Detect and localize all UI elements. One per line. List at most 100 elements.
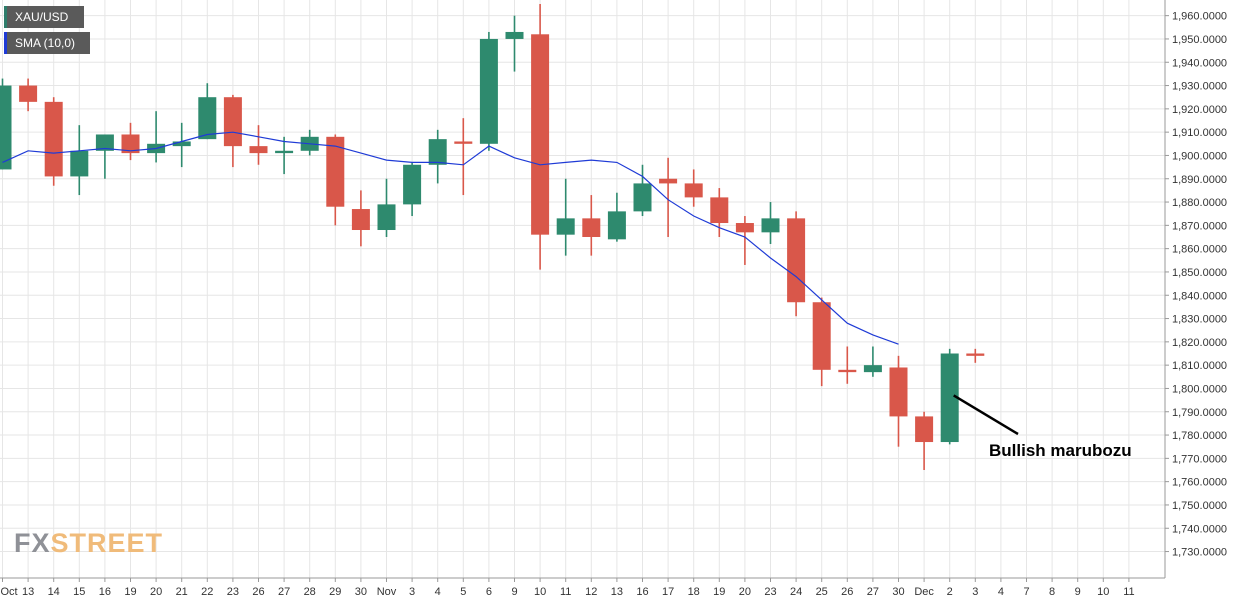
symbol-label: XAU/USD [15,10,69,24]
y-tick-label: 1,740.0000 [1172,523,1227,535]
candle-body [889,367,908,417]
candle [479,31,498,151]
x-tick-label: 4 [435,586,441,598]
candle [454,118,473,196]
candle [633,164,652,217]
candle [889,355,908,447]
y-tick-label: 1,810.0000 [1172,360,1227,372]
grid-lines [0,0,1165,578]
candle [556,178,575,256]
x-tick-label: 27 [278,586,290,598]
x-tick-label: 26 [841,586,853,598]
candle [940,348,959,445]
candle-body [735,223,754,233]
candle [863,346,882,377]
x-tick-label: 13 [611,586,623,598]
x-tick-label: 9 [1075,586,1081,598]
x-tick-label: 16 [636,586,648,598]
candle [326,134,345,226]
y-tick-label: 1,750.0000 [1172,500,1227,512]
candle [249,125,268,165]
y-tick-label: 1,860.0000 [1172,244,1227,256]
candle [966,348,985,363]
candle-body [607,211,626,240]
y-tick-label: 1,770.0000 [1172,453,1227,465]
x-tick-label: 11 [560,586,571,598]
annotation: Bullish marubozu [953,394,1132,460]
x-tick-label: 29 [329,586,341,598]
x-tick-label: 30 [892,586,904,598]
x-tick-label: 5 [460,586,466,598]
x-tick-label: 20 [739,586,751,598]
logo-part-street: STREET [50,528,164,558]
candle [607,192,626,242]
x-tick-label: 4 [998,586,1004,598]
y-tick-label: 1,800.0000 [1172,383,1227,395]
candle-body [966,353,985,356]
indicator-label: SMA (10,0) [15,36,76,50]
candle [351,190,370,247]
candle [121,122,140,161]
candle-body [44,101,63,177]
y-tick-label: 1,950.0000 [1172,34,1227,46]
x-tick-label: Oct [1,586,18,598]
y-tick-label: 1,780.0000 [1172,430,1227,442]
x-tick-label: 13 [22,586,34,598]
x-tick-label: 2 [947,586,953,598]
candle [787,211,806,317]
x-tick-label: 27 [867,586,879,598]
x-tick-label: 7 [1023,586,1029,598]
y-tick-label: 1,820.0000 [1172,337,1227,349]
candle-body [326,136,345,207]
x-tick-label: 26 [252,586,264,598]
y-tick-label: 1,880.0000 [1172,197,1227,209]
candle-body [863,365,882,373]
candle-body [0,85,12,170]
candle [70,125,89,196]
candle [0,78,12,170]
candle [172,122,191,168]
logo-part-fx: FX [14,528,51,558]
indicator-legend: SMA (10,0) [4,32,90,54]
candle [684,169,703,207]
x-tick-label: 3 [972,586,978,598]
x-tick-label: 28 [304,586,316,598]
x-tick-label: 21 [176,586,188,598]
x-tick-label: 15 [73,586,85,598]
candles [0,4,985,470]
x-tick-label: 16 [99,586,111,598]
symbol-legend: XAU/USD [4,6,84,28]
candle [761,202,780,244]
sma-series-line [2,131,899,345]
candle-body [351,209,370,231]
candle [223,94,242,168]
x-tick-label: 9 [511,586,517,598]
candle [531,4,550,270]
x-tick-label: 14 [48,586,60,598]
candle [659,157,678,237]
annotation-pointer-line [953,394,1019,436]
candle-body [19,85,38,102]
candle-body [940,353,959,443]
candle-body [454,141,473,144]
candle [403,162,422,217]
y-tick-label: 1,790.0000 [1172,407,1227,419]
candle-body [531,34,550,235]
x-tick-label: 19 [713,586,725,598]
candle [147,111,166,163]
candle-body [710,197,729,224]
x-tick-label: 8 [1049,586,1055,598]
x-tick-label: 17 [662,586,674,598]
candle [377,178,396,237]
x-tick-label: 24 [790,586,802,598]
x-tick-label: 23 [227,586,239,598]
candle [812,297,831,387]
candle-body [659,178,678,184]
candle-body [121,134,140,154]
x-tick-label: 11 [1123,586,1134,598]
x-tick-label: 22 [201,586,213,598]
x-tick-label: 6 [486,586,492,598]
sma-line [2,131,899,345]
